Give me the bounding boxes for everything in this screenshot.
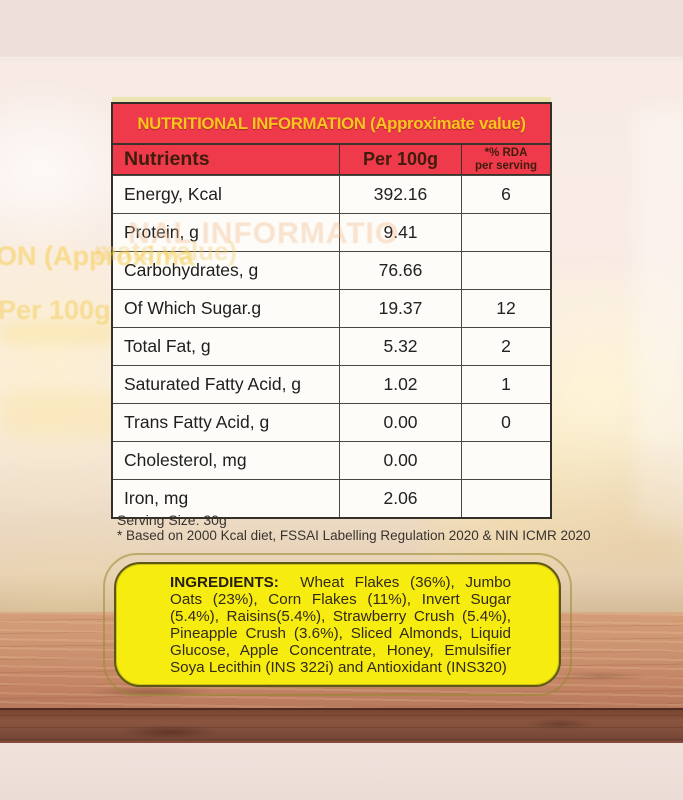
ingredients-label: INGREDIENTS: [170,574,279,591]
nutrient-name: Saturated Fatty Acid, g [124,374,302,394]
nutrient-per100g: 392.16 [339,176,461,213]
ingredients-body: Wheat Flakes (36%), Jumbo Oats (23%), Co… [170,574,511,676]
rda-line1: *% RDA [484,146,528,159]
nutrient-name: Of Which Sugar.g [124,298,262,318]
ingredients-box-outline [103,553,572,696]
table-row: Energy, Kcal 392.16 6 [113,175,550,213]
table-title-band: NUTRITIONAL INFORMATION (Approximate val… [113,104,550,145]
nutrient-rda: 12 [461,290,550,327]
nutrient-rda [461,442,550,479]
column-header-per100g: Per 100g [339,145,461,174]
rda-basis-note: * Based on 2000 Kcal diet, FSSAI Labelli… [117,528,591,543]
nutrient-name: Carbohydrates, g [124,260,259,280]
nutrient-rda [461,480,550,517]
nutrient-name: Protein, g [124,222,199,242]
nutrient-name: Trans Fatty Acid, g [124,412,270,432]
nutrient-per100g: 0.00 [339,404,461,441]
nutrient-name: Iron, mg [124,488,189,508]
nutrient-per100g: 1.02 [339,366,461,403]
table-row: Protein, g 9.41 [113,213,550,251]
table-row: Carbohydrates, g 76.66 [113,251,550,289]
nutrient-name: Total Fat, g [124,336,211,356]
rda-line2: per serving [475,159,537,172]
nutrient-rda: 0 [461,404,550,441]
wood-table-edge [0,708,683,743]
nutrient-name: Energy, Kcal [124,184,222,204]
floor-strip [0,741,683,800]
nutrient-rda: 1 [461,366,550,403]
nutrient-per100g: 0.00 [339,442,461,479]
nutrient-per100g: 76.66 [339,252,461,289]
table-row: Total Fat, g 5.32 2 [113,327,550,365]
serving-size-note: Serving Size: 30g [117,512,227,528]
nutrition-label: NUTRITIONAL INFORMATION (Approximate val… [111,97,552,519]
table-row: Iron, mg 2.06 [113,479,550,517]
nutrient-per100g: 5.32 [339,328,461,365]
column-header-nutrients: Nutrients [124,148,210,170]
table-row: Saturated Fatty Acid, g 1.02 1 [113,365,550,403]
label-top-edge [112,97,551,102]
table-row: Cholesterol, mg 0.00 [113,441,550,479]
table-title: NUTRITIONAL INFORMATION (Approximate val… [137,113,526,133]
table-header-row: Nutrients Per 100g *% RDA per serving [113,145,550,175]
ingredients-box: INGREDIENTS: Wheat Flakes (36%), Jumbo O… [114,562,561,687]
nutrient-rda: 2 [461,328,550,365]
nutrient-name: Cholesterol, mg [124,450,247,470]
background-top-band [0,0,683,58]
nutrient-rda [461,214,550,251]
table-row: Of Which Sugar.g 19.37 12 [113,289,550,327]
ingredients-text: INGREDIENTS: Wheat Flakes (36%), Jumbo O… [170,574,511,676]
nutrition-table: NUTRITIONAL INFORMATION (Approximate val… [111,102,552,519]
nutrient-rda: 6 [461,176,550,213]
nutrient-per100g: 9.41 [339,214,461,251]
nutrient-rda [461,252,550,289]
nutrient-per100g: 2.06 [339,480,461,517]
nutrient-per100g: 19.37 [339,290,461,327]
column-header-rda: *% RDA per serving [461,145,550,174]
table-row: Trans Fatty Acid, g 0.00 0 [113,403,550,441]
